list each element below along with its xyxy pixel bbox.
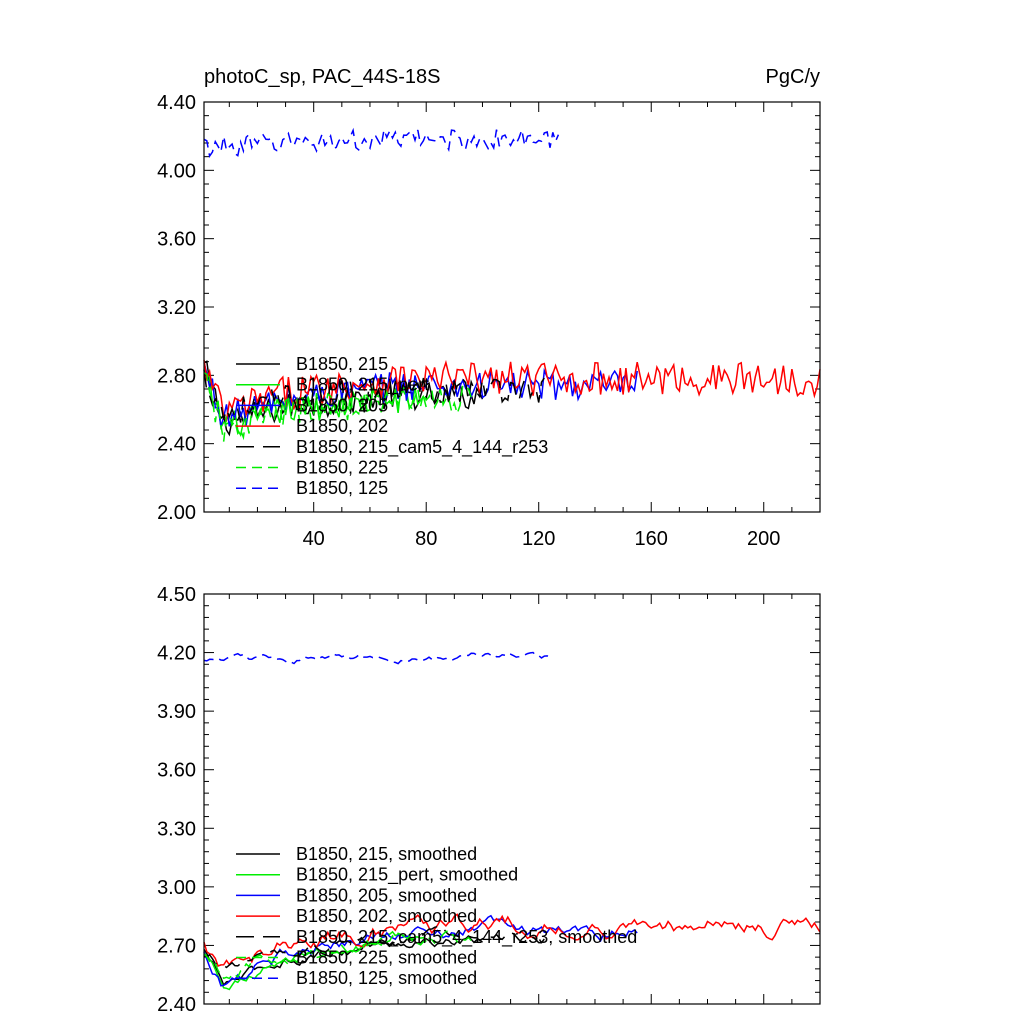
y-tick-label: 2.40	[157, 994, 196, 1016]
bottom-axes-ticks: 2.40 2.70 3.00 3.30 3.60 3.90 4.20 4.50	[157, 584, 821, 1016]
top-axes-ticks: 40 80 120 160 200 2.00 2.40 2.80 3.20 3.60 4.00 4.4…	[157, 92, 821, 550]
legend-label: B1850, 202, smoothed	[296, 906, 477, 926]
x-tick-label: 120	[522, 528, 555, 550]
y-tick-label: 3.00	[157, 877, 196, 899]
x-tick-label: 40	[303, 528, 325, 550]
legend-label: B1850, 125, smoothed	[296, 968, 477, 988]
panel-title-left: photoC_sp, PAC_44S-18S	[204, 66, 440, 88]
y-tick-label: 3.60	[157, 229, 196, 251]
legend-label: B1850, 205	[296, 395, 388, 415]
series-line	[203, 127, 560, 159]
legend-label: B1850, 215	[296, 354, 388, 374]
y-tick-label: 3.30	[157, 818, 196, 840]
series-line	[203, 369, 545, 423]
legend-label: B1850, 215_pert	[296, 375, 429, 396]
top-plot-area	[203, 127, 821, 442]
y-tick-label: 2.40	[157, 434, 196, 456]
legend-label: B1850, 215_cam5_4_144_r253	[296, 437, 548, 458]
legend-label: B1850, 205, smoothed	[296, 885, 477, 905]
x-tick-label: 200	[747, 528, 780, 550]
y-tick-label: 3.90	[157, 701, 196, 723]
panel-title-right: PgC/y	[766, 66, 820, 88]
y-tick-label: 3.60	[157, 760, 196, 782]
top-plot-frame	[203, 101, 821, 513]
top-panel: photoC_sp, PAC_44S-18S PgC/y 40 80 120 160 2…	[157, 66, 821, 550]
legend-label: B1850, 215_cam5_4_144_r253, smoothed	[296, 927, 637, 948]
legend-label: B1850, 215, smoothed	[296, 844, 477, 864]
series-line	[203, 925, 545, 969]
x-tick-label: 80	[415, 528, 437, 550]
legend-label: B1850, 125	[296, 478, 388, 498]
legend-label: B1850, 225, smoothed	[296, 948, 477, 968]
y-tick-label: 4.50	[157, 584, 196, 606]
y-tick-label: 3.20	[157, 297, 196, 319]
y-tick-label: 2.80	[157, 365, 196, 387]
y-tick-label: 4.20	[157, 643, 196, 665]
y-tick-label: 4.00	[157, 160, 196, 182]
legend-label: B1850, 225	[296, 458, 388, 478]
legend-label: B1850, 215_pert, smoothed	[296, 865, 518, 886]
y-tick-label: 2.00	[157, 502, 196, 524]
series-line	[203, 914, 638, 987]
x-tick-label: 160	[635, 528, 668, 550]
bottom-panel: 2.40 2.70 3.00 3.30 3.60 3.90 4.20 4.50 B1850, …	[157, 584, 821, 1016]
series-line	[203, 651, 551, 665]
series-line	[203, 913, 821, 967]
y-tick-label: 4.40	[157, 92, 196, 114]
series-line	[203, 359, 821, 423]
y-tick-label: 2.70	[157, 935, 196, 957]
series-line	[203, 371, 472, 442]
series-line	[203, 929, 472, 980]
bottom-plot-frame	[203, 593, 821, 1005]
bottom-plot-area	[203, 651, 821, 991]
legend-label: B1850, 202	[296, 416, 388, 436]
